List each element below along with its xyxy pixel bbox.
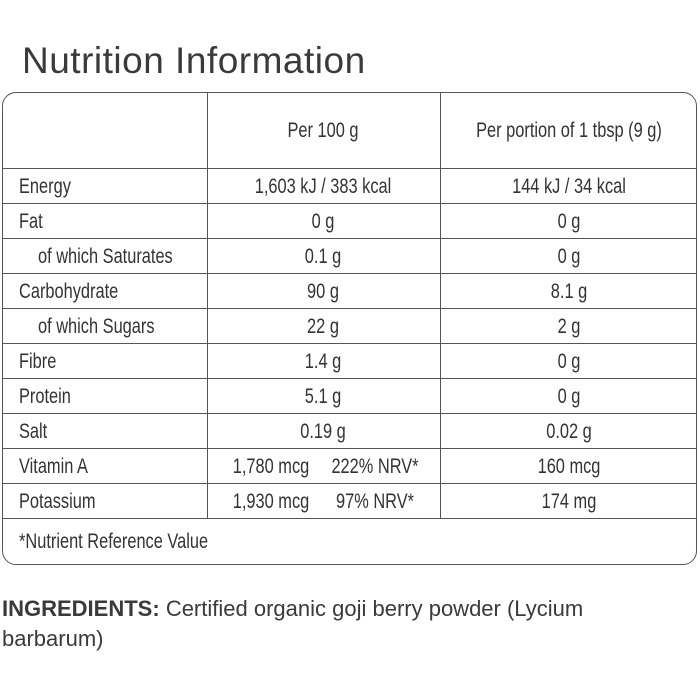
value-per-100g: 1,780 mcg bbox=[222, 455, 320, 479]
value-per-portion-text: 0 g bbox=[557, 384, 581, 408]
value-per-portion-text: 144 kJ / 34 kcal bbox=[512, 174, 626, 198]
value-per-100g-text: 1.4 g bbox=[304, 349, 342, 373]
row-divider bbox=[3, 378, 696, 379]
value-per-portion-text: 0 g bbox=[557, 209, 581, 233]
value-per-100g: 1,603 kJ / 383 kcal bbox=[235, 175, 410, 199]
nutrient-name-text: Potassium bbox=[19, 489, 96, 513]
nutrient-name-text: of which Sugars bbox=[38, 314, 155, 338]
value-per-100g: 1.4 g bbox=[300, 350, 347, 374]
nrv-percent-text: 222% NRV* bbox=[331, 454, 419, 478]
value-per-100g-text: 90 g bbox=[307, 279, 339, 303]
value-per-portion-text: 174 mg bbox=[541, 489, 597, 513]
value-per-100g-text: 0.19 g bbox=[300, 419, 346, 443]
row-divider bbox=[3, 343, 696, 344]
value-per-portion: 0.02 g bbox=[540, 420, 598, 444]
row-divider bbox=[3, 308, 696, 309]
footnote: *Nutrient Reference Value bbox=[19, 530, 261, 554]
value-per-100g-text: 1,603 kJ / 383 kcal bbox=[254, 174, 392, 198]
nutrient-name: Fibre bbox=[19, 350, 67, 374]
nutrient-name-text: Carbohydrate bbox=[19, 279, 119, 303]
nutrient-name: Protein bbox=[19, 385, 86, 409]
value-per-100g: 5.1 g bbox=[300, 385, 347, 409]
value-per-portion-text: 0 g bbox=[557, 244, 581, 268]
title: Nutrition Information bbox=[22, 40, 366, 81]
value-per-100g-text: 22 g bbox=[307, 314, 339, 338]
nutrient-name-text: Salt bbox=[19, 419, 48, 443]
value-per-portion: 174 mg bbox=[534, 490, 604, 514]
row-divider bbox=[3, 273, 696, 274]
value-per-portion-text: 8.1 g bbox=[550, 279, 588, 303]
value-per-100g-text: 1,780 mcg bbox=[232, 454, 310, 478]
value-per-100g: 0.19 g bbox=[294, 420, 352, 444]
nrv-percent-text: 97% NRV* bbox=[336, 489, 414, 513]
nutrient-name: Fat bbox=[19, 210, 49, 234]
value-per-portion: 0 g bbox=[554, 350, 583, 374]
value-per-portion: 8.1 g bbox=[546, 280, 593, 304]
value-per-portion: 160 mcg bbox=[529, 455, 610, 479]
column-divider bbox=[207, 92, 208, 518]
value-per-portion: 2 g bbox=[554, 315, 583, 339]
row-divider bbox=[3, 448, 696, 449]
value-per-portion-text: 0.02 g bbox=[546, 419, 592, 443]
header-cell: Per portion of 1 tbsp (9 g) bbox=[450, 119, 688, 143]
nrv-percent: 97% NRV* bbox=[325, 490, 425, 514]
nutrient-name: Energy bbox=[19, 175, 86, 199]
value-per-100g: 1,930 mcg bbox=[222, 490, 320, 514]
row-divider bbox=[3, 238, 696, 239]
nutrient-name: of which Saturates bbox=[38, 245, 211, 269]
nutrient-name-text: Energy bbox=[19, 174, 71, 198]
value-per-portion-text: 2 g bbox=[557, 314, 581, 338]
ingredients-text: Certified organic goji berry powder (Lyc… bbox=[2, 596, 584, 651]
row-divider bbox=[3, 483, 696, 484]
row-divider bbox=[3, 518, 696, 519]
nutrient-name-text: of which Saturates bbox=[38, 244, 173, 268]
nutrient-name: Potassium bbox=[19, 490, 117, 514]
value-per-portion: 0 g bbox=[554, 210, 583, 234]
nutrient-name: Carbohydrate bbox=[19, 280, 146, 304]
row-divider bbox=[3, 203, 696, 204]
column-divider bbox=[440, 92, 441, 518]
value-per-portion-text: 0 g bbox=[557, 349, 581, 373]
value-per-portion: 144 kJ / 34 kcal bbox=[496, 175, 642, 199]
value-per-100g-text: 0 g bbox=[311, 209, 335, 233]
value-per-100g: 0.1 g bbox=[300, 245, 347, 269]
value-per-portion-text: 160 mcg bbox=[537, 454, 601, 478]
nutrition-table bbox=[2, 92, 697, 565]
header-cell-text: Per 100 g bbox=[287, 119, 359, 142]
value-per-100g-text: 5.1 g bbox=[304, 384, 342, 408]
header-cell-text: Per portion of 1 tbsp (9 g) bbox=[476, 119, 662, 142]
row-divider bbox=[3, 413, 696, 414]
value-per-100g: 90 g bbox=[303, 280, 344, 304]
nutrient-name: Salt bbox=[19, 420, 55, 444]
ingredients: INGREDIENTS: Certified organic goji berr… bbox=[2, 594, 642, 654]
value-per-100g: 0 g bbox=[308, 210, 337, 234]
value-per-portion: 0 g bbox=[554, 245, 583, 269]
ingredients-label: INGREDIENTS: bbox=[2, 596, 160, 621]
value-per-portion: 0 g bbox=[554, 385, 583, 409]
header-cell: Per 100 g bbox=[277, 119, 368, 143]
nutrient-name: of which Sugars bbox=[38, 315, 187, 339]
value-per-100g-text: 1,930 mcg bbox=[232, 489, 310, 513]
nutrient-name-text: Fibre bbox=[19, 349, 57, 373]
row-divider bbox=[3, 168, 696, 169]
value-per-100g-text: 0.1 g bbox=[304, 244, 342, 268]
nrv-percent: 222% NRV* bbox=[319, 455, 431, 479]
footnote-text: *Nutrient Reference Value bbox=[19, 529, 209, 553]
nutrient-name: Vitamin A bbox=[19, 455, 107, 479]
value-per-100g: 22 g bbox=[303, 315, 344, 339]
nutrient-name-text: Vitamin A bbox=[19, 454, 88, 478]
nutrient-name-text: Protein bbox=[19, 384, 71, 408]
nutrient-name-text: Fat bbox=[19, 209, 43, 233]
